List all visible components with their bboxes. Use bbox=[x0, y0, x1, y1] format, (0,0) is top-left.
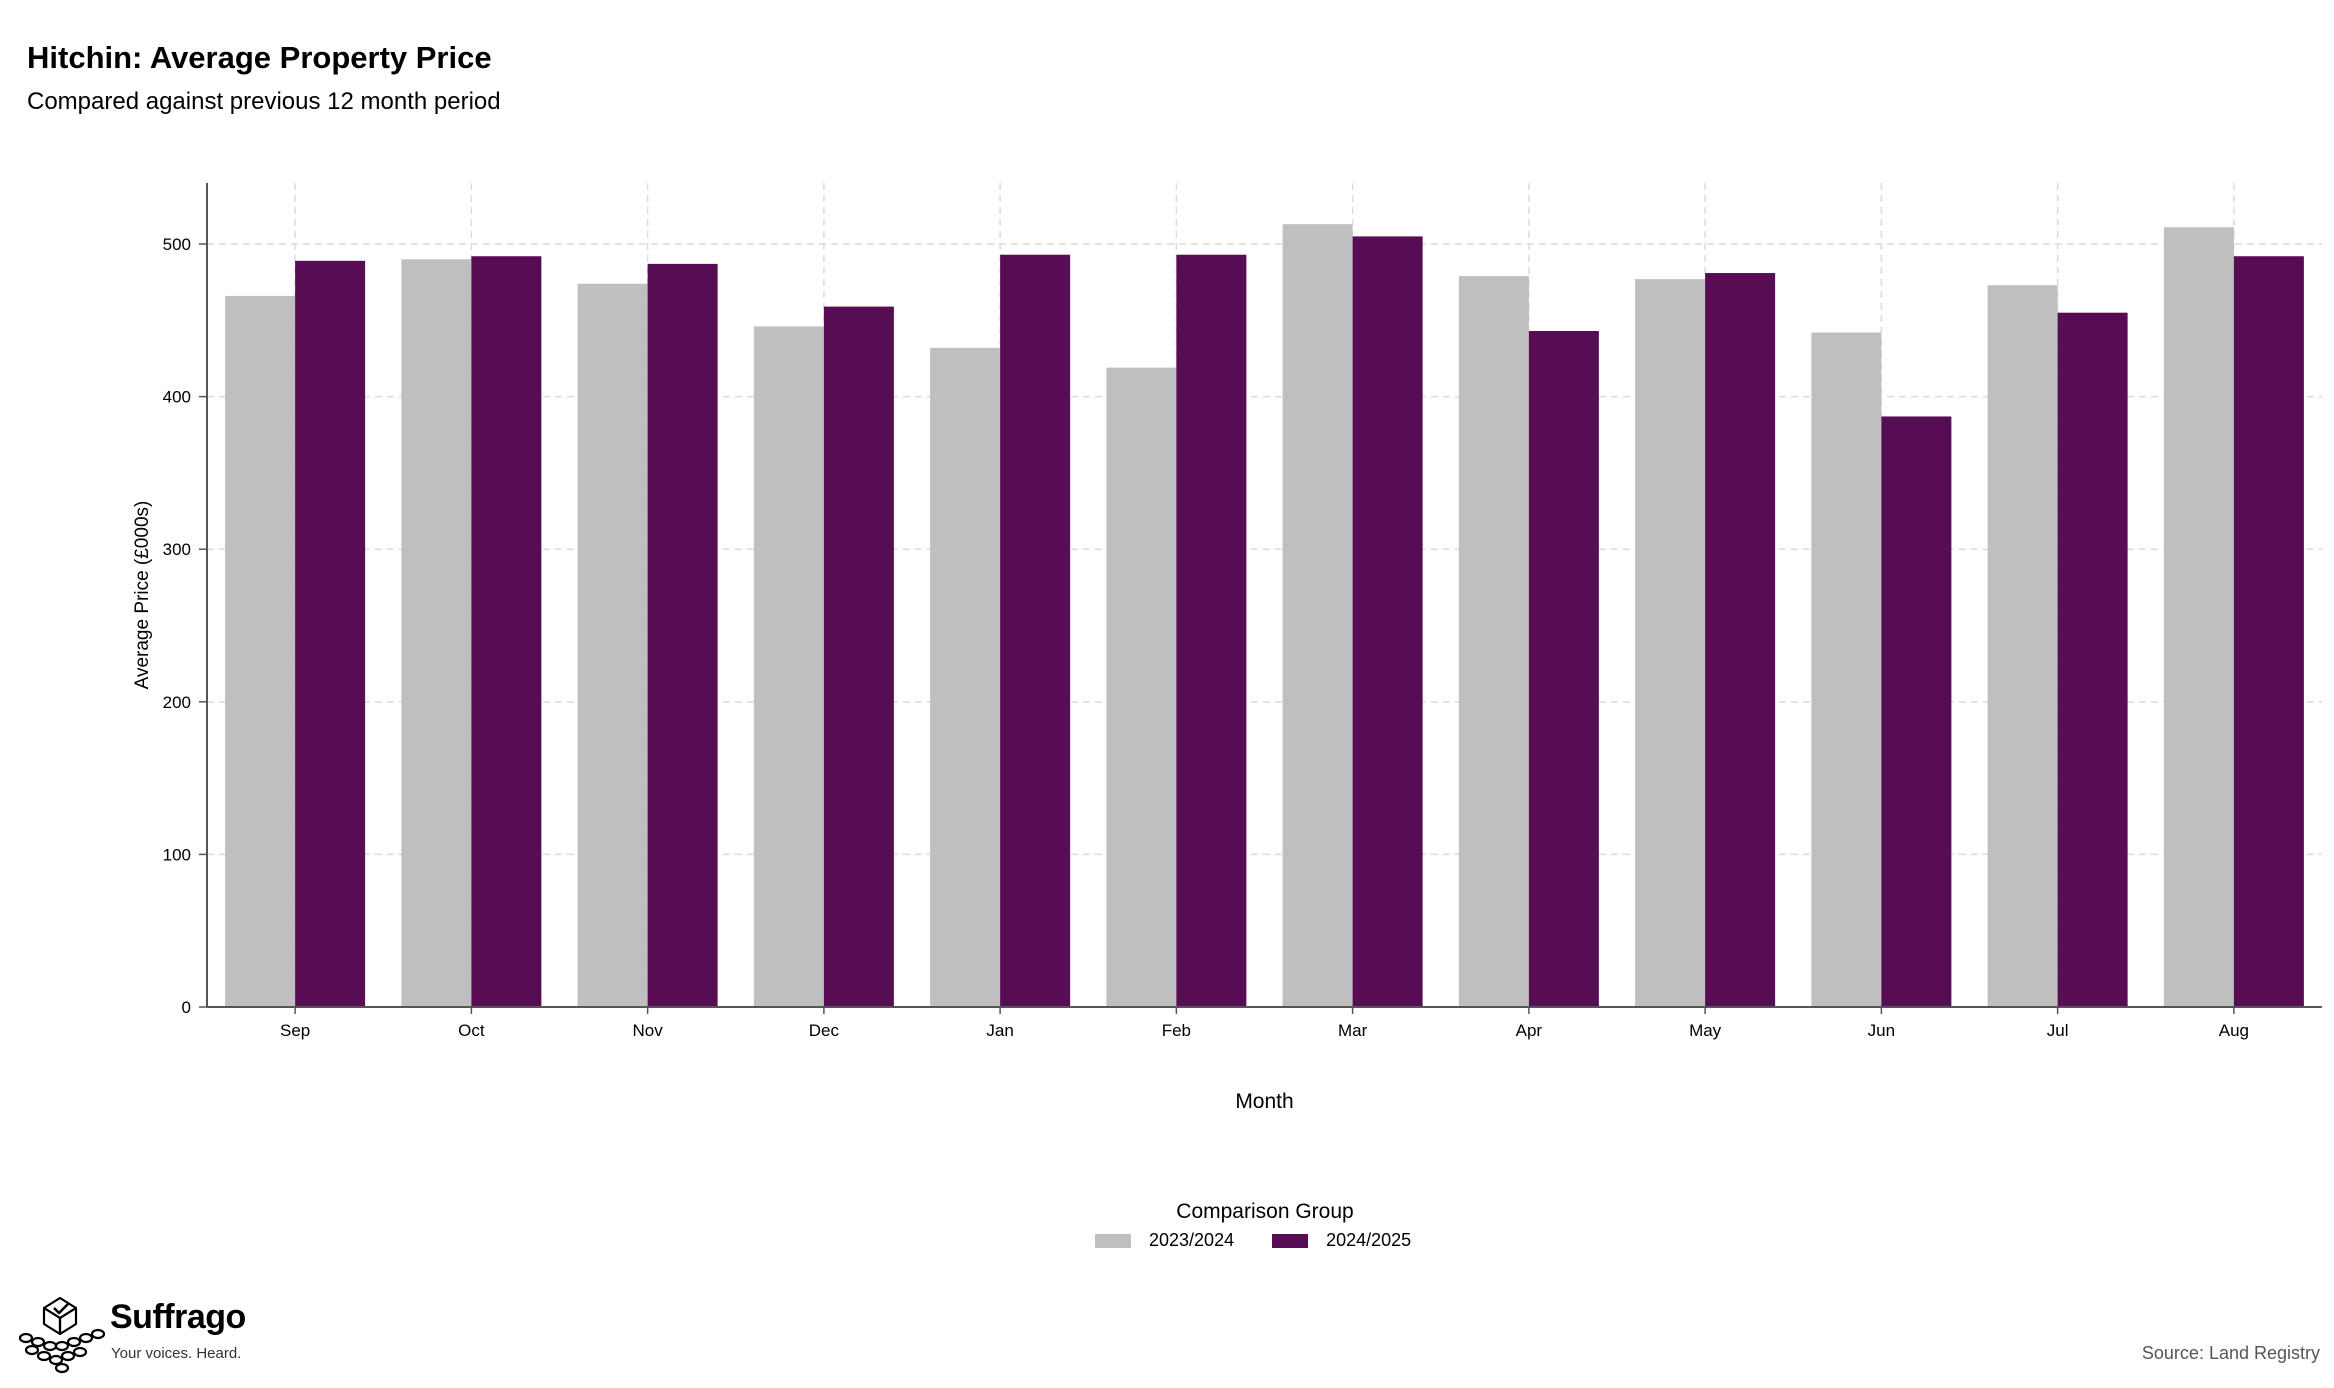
bar-series-2-nov bbox=[647, 263, 718, 1007]
source-note: Source: Land Registry bbox=[2141, 1343, 2320, 1363]
x-tick-label: May bbox=[1689, 1021, 1722, 1040]
y-tick-label: 100 bbox=[163, 845, 191, 864]
legend: 2023/2024 2024/2025 bbox=[1095, 1230, 1411, 1251]
legend-item-2: 2024/2025 bbox=[1272, 1230, 1411, 1251]
bar-series-2-jan bbox=[1000, 254, 1071, 1008]
bar-series-1-jun bbox=[1811, 332, 1882, 1007]
legend-title: Comparison Group bbox=[1176, 1200, 1354, 1223]
legend-label-1: 2023/2024 bbox=[1149, 1230, 1235, 1250]
bar-series-1-mar bbox=[1282, 224, 1353, 1007]
bar-chart: 0 100 200 300 400 500 Sep Oct Nov Dec Jan Feb Mar Apr… bbox=[132, 183, 2322, 1113]
x-tick-label: Nov bbox=[633, 1021, 664, 1040]
bar-series-1-dec bbox=[753, 326, 824, 1008]
bar-series-2-may bbox=[1705, 273, 1776, 1007]
bar-series-2-oct bbox=[471, 256, 542, 1007]
x-tick-label: Dec bbox=[809, 1021, 840, 1040]
x-tick-label: Aug bbox=[2219, 1021, 2249, 1040]
bar-series-1-jul bbox=[1987, 285, 2058, 1007]
bar-series-2-jul bbox=[2057, 312, 2128, 1007]
x-tick-label: Apr bbox=[1516, 1021, 1543, 1040]
x-tick-label: Jul bbox=[2047, 1021, 2069, 1040]
legend-swatch-1 bbox=[1095, 1233, 1131, 1248]
bar-series-1-apr bbox=[1458, 276, 1529, 1007]
bar-series-1-may bbox=[1635, 279, 1706, 1008]
chart-subtitle: Compared against previous 12 month perio… bbox=[27, 88, 501, 115]
chart-title: Hitchin: Average Property Price bbox=[27, 40, 492, 75]
bar-series-1-aug bbox=[2163, 227, 2234, 1008]
y-tick-label: 400 bbox=[163, 388, 191, 407]
y-tick-label: 500 bbox=[163, 235, 191, 254]
y-tick-label: 0 bbox=[182, 998, 191, 1017]
y-axis-label: Average Price (£000s) bbox=[132, 501, 153, 690]
bar-series-2-mar bbox=[1352, 236, 1423, 1007]
bar-series-2-feb bbox=[1176, 254, 1247, 1008]
x-tick-label: Sep bbox=[280, 1021, 310, 1040]
bar-series-1-feb bbox=[1106, 367, 1177, 1007]
x-tick-label: Mar bbox=[1338, 1021, 1368, 1040]
bar-series-2-sep bbox=[295, 260, 366, 1007]
legend-label-2: 2024/2025 bbox=[1326, 1230, 1412, 1250]
bar-series-2-dec bbox=[823, 306, 894, 1008]
x-tick-label: Jan bbox=[986, 1021, 1013, 1040]
y-tick-label: 200 bbox=[163, 693, 191, 712]
x-tick-label: Feb bbox=[1162, 1021, 1191, 1040]
bar-series-1-nov bbox=[577, 283, 648, 1007]
brand-name: Suffrago bbox=[110, 1298, 246, 1336]
legend-swatch-2 bbox=[1272, 1233, 1309, 1248]
bar-series-1-sep bbox=[225, 295, 296, 1007]
legend-item-1: 2023/2024 bbox=[1095, 1230, 1234, 1251]
bar-series-2-apr bbox=[1528, 331, 1599, 1008]
bar-series-2-aug bbox=[2233, 256, 2304, 1007]
bar-series-1-jan bbox=[930, 347, 1001, 1007]
y-tick-label: 300 bbox=[163, 540, 191, 559]
x-tick-label: Jun bbox=[1868, 1021, 1895, 1040]
bar-series-1-oct bbox=[401, 259, 472, 1008]
ballot-box-logo-icon bbox=[18, 1296, 106, 1374]
x-axis-label: Month bbox=[1235, 1090, 1293, 1113]
brand-tagline: Your voices. Heard. bbox=[111, 1345, 242, 1362]
x-tick-label: Oct bbox=[458, 1021, 485, 1040]
bar-series-2-jun bbox=[1881, 416, 1952, 1007]
